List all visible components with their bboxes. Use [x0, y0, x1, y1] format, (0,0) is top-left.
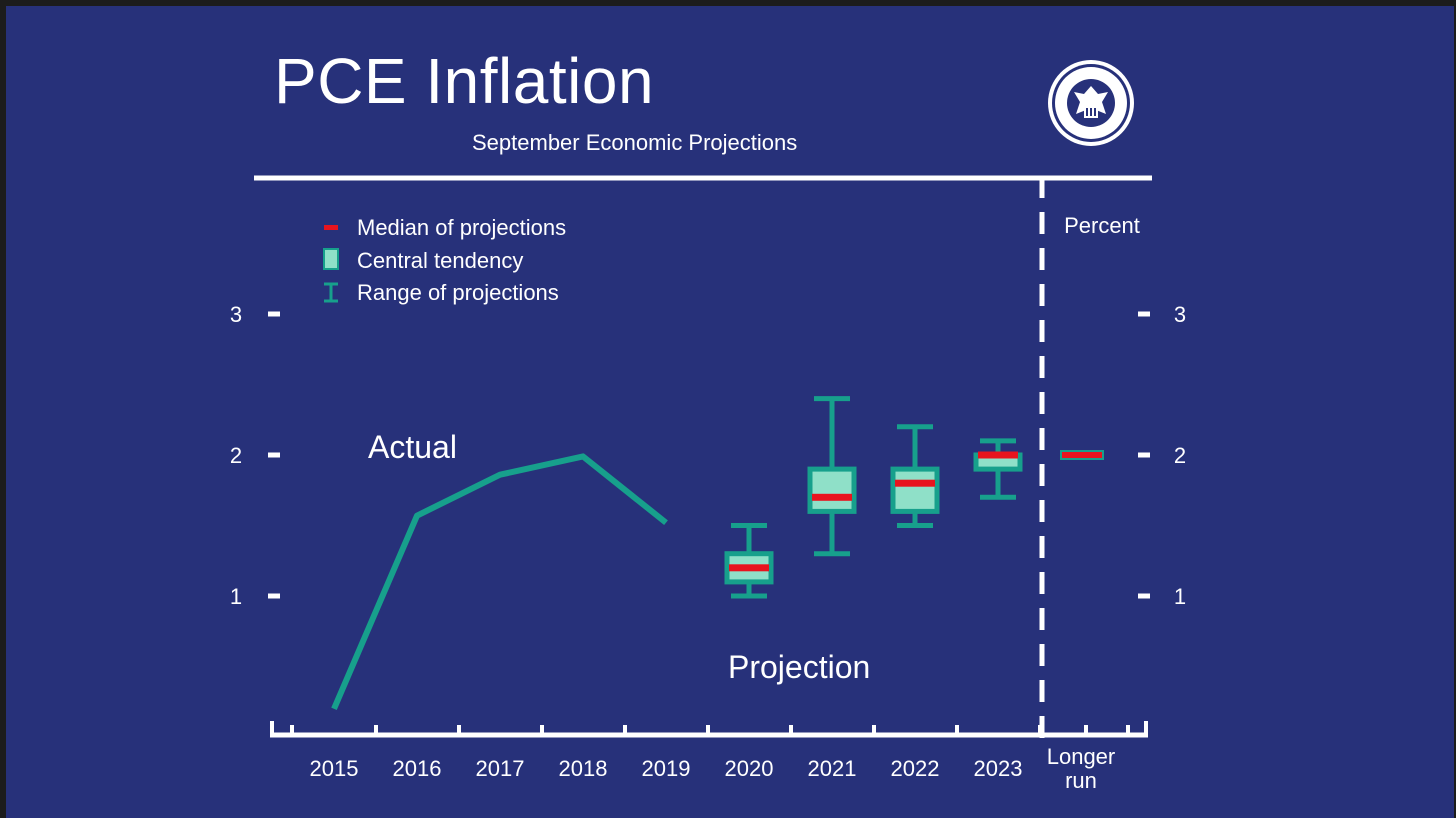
median-marker: [895, 479, 935, 487]
x-tick-label: 2023: [974, 756, 1023, 781]
y-tick-right: [1138, 311, 1150, 317]
x-tick-label: 2019: [642, 756, 691, 781]
legend-range-label: Range of projections: [357, 280, 559, 305]
legend: Median of projections Central tendency R…: [323, 215, 566, 305]
x-tick-label: 2021: [808, 756, 857, 781]
projection-longer-run: [1060, 450, 1104, 460]
median-marker: [729, 564, 769, 572]
annotation-projection: Projection: [728, 649, 870, 685]
x-tick-label: 2020: [725, 756, 774, 781]
y-tick-label-left: 1: [230, 584, 242, 609]
legend-central-swatch: [323, 248, 339, 270]
x-tick-label: 2015: [310, 756, 359, 781]
central-tendency-box: [890, 466, 940, 514]
y-tick-left: [268, 452, 280, 458]
x-tick-label: 2022: [891, 756, 940, 781]
actual-inflation-line: [331, 453, 668, 710]
legend-median-swatch: [324, 225, 338, 230]
y-tick-label-right: 3: [1174, 302, 1186, 327]
projection-2021: [807, 396, 857, 557]
y-tick-label-right: 2: [1174, 443, 1186, 468]
slide: PCE Inflation September Economic Project…: [6, 6, 1454, 818]
y-tick-label-right: 1: [1174, 584, 1186, 609]
pce-chart: Percent Median of projections Central te…: [230, 175, 1186, 793]
projection-2020: [724, 523, 774, 599]
x-tick-label: 2016: [393, 756, 442, 781]
chart-title: PCE Inflation: [274, 45, 655, 117]
y-tick-right: [1138, 593, 1150, 599]
median-marker: [812, 493, 852, 501]
y-tick-label-left: 3: [230, 302, 242, 327]
central-tendency-box: [807, 466, 857, 514]
y-tick-left: [268, 311, 280, 317]
y-tick-left: [268, 593, 280, 599]
x-tick-label: Longer run: [1047, 744, 1116, 793]
chart-subtitle: September Economic Projections: [472, 130, 798, 155]
y-tick-label-left: 2: [230, 443, 242, 468]
projection-2022: [890, 424, 940, 528]
y-tick-right: [1138, 452, 1150, 458]
axes: 2015 2016 2017 2018 2019 2020 2021 2022 2023 Long…: [230, 302, 1186, 793]
legend-range-swatch: [324, 282, 338, 303]
legend-median-label: Median of projections: [357, 215, 566, 240]
federal-reserve-seal-icon: [1048, 60, 1134, 146]
median-marker: [1062, 452, 1102, 458]
x-tick-label: 2017: [476, 756, 525, 781]
annotation-actual: Actual: [368, 429, 457, 465]
unit-label: Percent: [1064, 213, 1140, 238]
median-marker: [978, 451, 1018, 459]
legend-central-label: Central tendency: [357, 248, 523, 273]
projection-2023: [973, 438, 1023, 500]
x-tick-label: 2018: [559, 756, 608, 781]
plot-area: [331, 396, 1104, 710]
